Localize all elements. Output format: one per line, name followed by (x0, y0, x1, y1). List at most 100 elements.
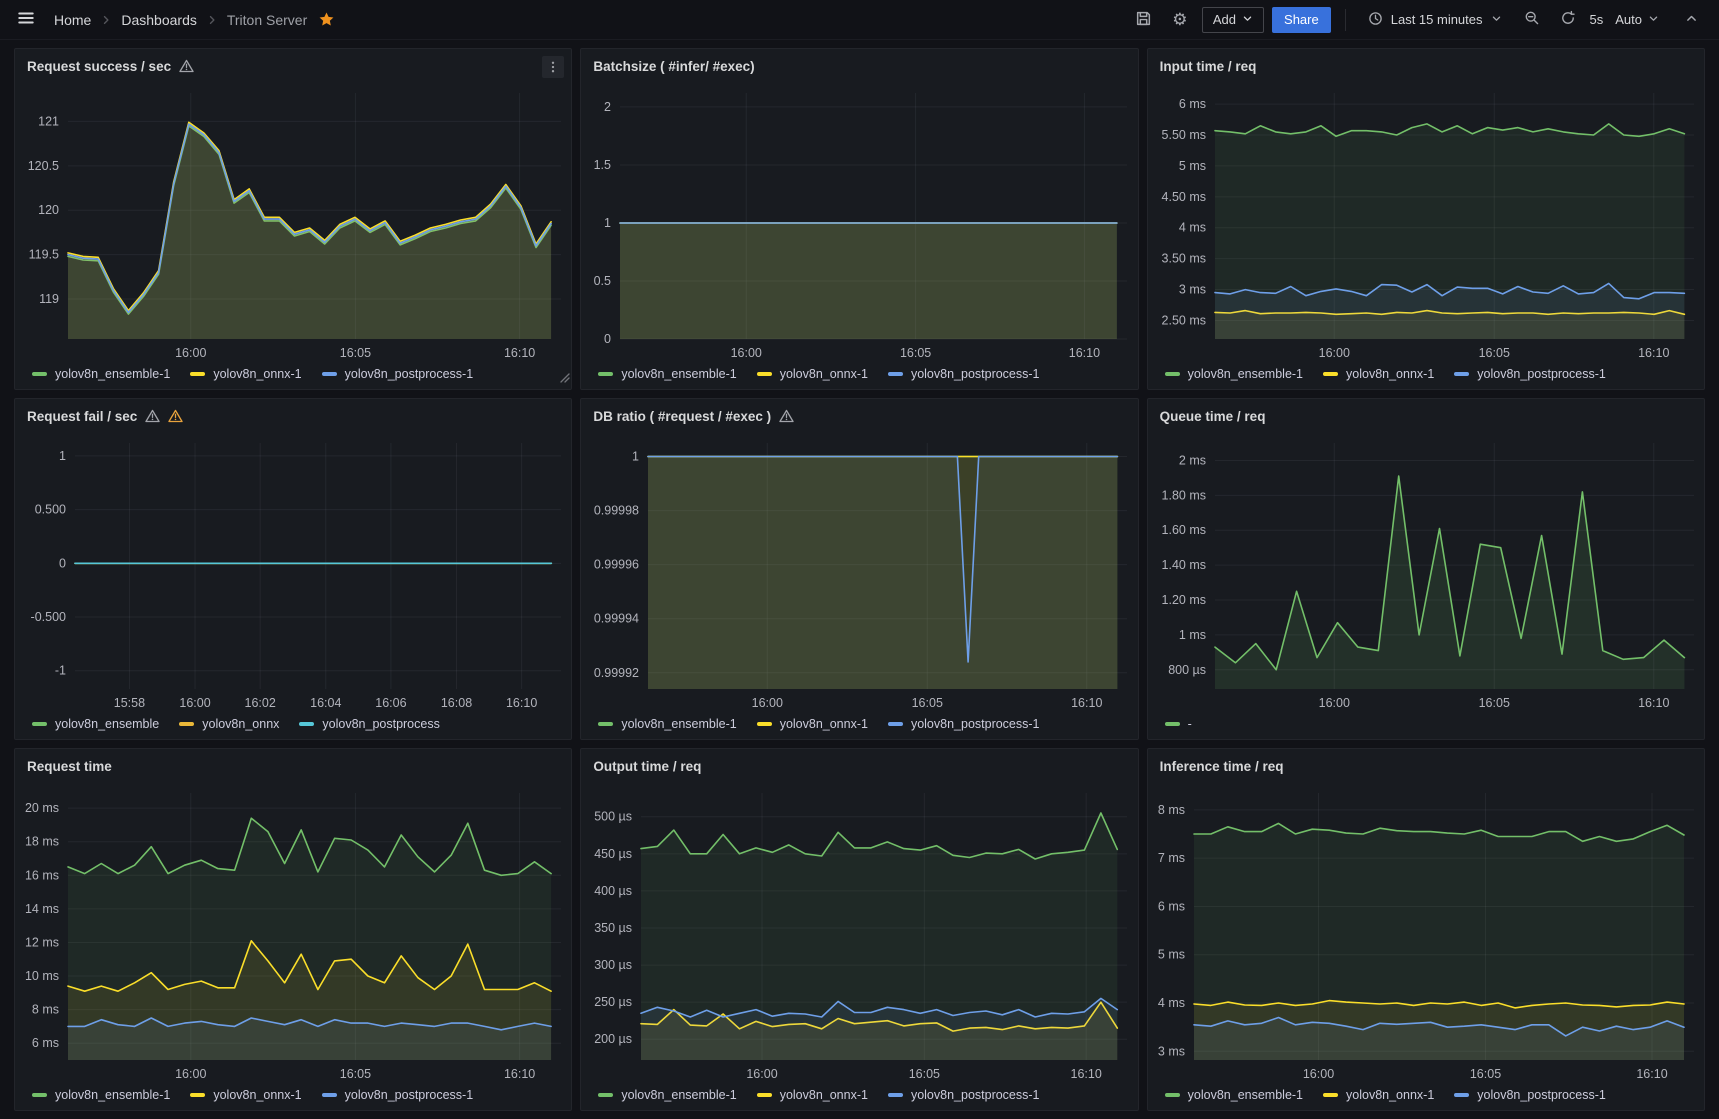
svg-text:1.80 ms: 1.80 ms (1161, 488, 1205, 502)
svg-text:121: 121 (38, 114, 59, 128)
panel-title[interactable]: Batchsize ( #infer/ #exec) (593, 59, 754, 74)
legend-series-label: yolov8n_postprocess-1 (345, 1088, 474, 1102)
collapse-toolbar-button[interactable] (1677, 6, 1705, 34)
svg-text:6 ms: 6 ms (1179, 97, 1206, 111)
svg-text:500 µs: 500 µs (595, 810, 633, 824)
panel-title[interactable]: Inference time / req (1160, 759, 1284, 774)
legend-item[interactable]: yolov8n_ensemble-1 (32, 367, 170, 381)
legend-item[interactable]: yolov8n_postprocess-1 (888, 717, 1040, 731)
chevron-down-icon (1491, 12, 1502, 27)
legend-item[interactable]: yolov8n_ensemble-1 (598, 717, 736, 731)
panel-legend: yolov8n_ensemble yolov8n_onnx yolov8n_post… (15, 715, 571, 739)
legend-item[interactable]: yolov8n_onnx-1 (757, 1088, 868, 1102)
svg-text:10 ms: 10 ms (25, 969, 59, 983)
panel-legend: yolov8n_ensemble-1 yolov8n_onnx-1 yolov8n_… (1148, 365, 1704, 389)
warning-gray-icon[interactable] (179, 59, 194, 73)
legend-item[interactable]: yolov8n_onnx-1 (190, 367, 301, 381)
panel-chart[interactable]: 6 ms5.50 ms5 ms4.50 ms4 ms3.50 ms3 ms2.5… (1148, 83, 1704, 365)
svg-text:16:05: 16:05 (900, 346, 931, 360)
chart-svg[interactable]: 21.510.5016:0016:0516:10 (581, 83, 1137, 365)
svg-text:16:04: 16:04 (310, 696, 341, 710)
legend-item[interactable]: yolov8n_ensemble-1 (1165, 1088, 1303, 1102)
panel-chart[interactable]: 2 ms1.80 ms1.60 ms1.40 ms1.20 ms1 ms800 … (1148, 433, 1704, 715)
legend-item[interactable]: yolov8n_postprocess-1 (322, 1088, 474, 1102)
chart-svg[interactable]: 6 ms5.50 ms5 ms4.50 ms4 ms3.50 ms3 ms2.5… (1148, 83, 1704, 365)
warning-gray-icon[interactable] (145, 409, 160, 423)
chart-svg[interactable]: 20 ms18 ms16 ms14 ms12 ms10 ms8 ms6 ms16… (15, 783, 571, 1086)
save-dashboard-button[interactable] (1130, 6, 1158, 34)
warning-gray-icon[interactable] (779, 409, 794, 423)
legend-item[interactable]: yolov8n_ensemble-1 (32, 1088, 170, 1102)
panel-title[interactable]: Input time / req (1160, 59, 1257, 74)
svg-text:0.99992: 0.99992 (594, 666, 639, 680)
breadcrumb-dashboards[interactable]: Dashboards (121, 12, 197, 28)
svg-text:119: 119 (39, 292, 59, 306)
legend-series-label: yolov8n_postprocess-1 (1477, 1088, 1606, 1102)
panel-chart[interactable]: 121120.5120119.511916:0016:0516:10 (15, 83, 571, 365)
panel-title[interactable]: Request success / sec (27, 59, 171, 74)
legend-item[interactable]: yolov8n_postprocess-1 (1454, 367, 1606, 381)
panel-resize-handle-icon[interactable] (558, 370, 570, 388)
panel-header: Request fail / sec (15, 399, 571, 433)
panel-title[interactable]: Queue time / req (1160, 409, 1266, 424)
svg-text:16:02: 16:02 (245, 696, 276, 710)
legend-item[interactable]: yolov8n_postprocess-1 (888, 367, 1040, 381)
legend-item[interactable]: yolov8n_onnx-1 (1323, 1088, 1434, 1102)
legend-item[interactable]: yolov8n_ensemble-1 (598, 1088, 736, 1102)
panel-menu-kebab-icon[interactable] (542, 56, 564, 78)
chart-svg[interactable]: 10.999980.999960.999940.9999216:0016:051… (581, 433, 1137, 715)
panel-legend: yolov8n_ensemble-1 yolov8n_onnx-1 yolov8n_… (15, 1086, 571, 1110)
chart-svg[interactable]: 2 ms1.80 ms1.60 ms1.40 ms1.20 ms1 ms800 … (1148, 433, 1704, 715)
panel-chart[interactable]: 21.510.5016:0016:0516:10 (581, 83, 1137, 365)
chart-svg[interactable]: 8 ms7 ms6 ms5 ms4 ms3 ms16:0016:0516:10 (1148, 783, 1704, 1086)
legend-item[interactable]: yolov8n_onnx-1 (190, 1088, 301, 1102)
time-range-picker[interactable]: Last 15 minutes (1360, 7, 1510, 33)
legend-item[interactable]: yolov8n_ensemble-1 (598, 367, 736, 381)
svg-text:5.50 ms: 5.50 ms (1161, 128, 1205, 142)
chart-svg[interactable]: 10.5000-0.500-115:5816:0016:0216:0416:06… (15, 433, 571, 715)
legend-item[interactable]: yolov8n_onnx-1 (1323, 367, 1434, 381)
panel-title[interactable]: Output time / req (593, 759, 701, 774)
legend-item[interactable]: yolov8n_onnx-1 (757, 717, 868, 731)
legend-item[interactable]: yolov8n_onnx (179, 717, 279, 731)
legend-series-label: yolov8n_postprocess-1 (911, 1088, 1040, 1102)
legend-item[interactable]: yolov8n_ensemble (32, 717, 159, 731)
panel-title[interactable]: Request time (27, 759, 112, 774)
panel-chart[interactable]: 10.5000-0.500-115:5816:0016:0216:0416:06… (15, 433, 571, 715)
panel-db-ratio: DB ratio ( #request / #exec ) 10.999980.9… (580, 398, 1138, 740)
panel-chart[interactable]: 20 ms18 ms16 ms14 ms12 ms10 ms8 ms6 ms16… (15, 783, 571, 1086)
legend-item[interactable]: yolov8n_ensemble-1 (1165, 367, 1303, 381)
breadcrumb-current-dashboard: Triton Server (227, 12, 307, 28)
legend-item[interactable]: yolov8n_postprocess (299, 717, 439, 731)
legend-item[interactable]: yolov8n_postprocess-1 (888, 1088, 1040, 1102)
favorite-star-icon[interactable] (318, 11, 335, 28)
legend-item[interactable]: - (1165, 717, 1192, 731)
zoom-out-time-button[interactable] (1518, 6, 1546, 34)
dashboard-settings-button[interactable]: ⚙ (1166, 6, 1194, 34)
breadcrumb-home[interactable]: Home (54, 12, 91, 28)
panel-inference-time-req: Inference time / req 8 ms7 ms6 ms5 ms4 ms… (1147, 748, 1705, 1111)
chart-svg[interactable]: 121120.5120119.511916:0016:0516:10 (15, 83, 571, 365)
panel-chart[interactable]: 8 ms7 ms6 ms5 ms4 ms3 ms16:0016:0516:10 (1148, 783, 1704, 1086)
chart-svg[interactable]: 500 µs450 µs400 µs350 µs300 µs250 µs200 … (581, 783, 1137, 1086)
legend-item[interactable]: yolov8n_onnx-1 (757, 367, 868, 381)
panel-chart[interactable]: 500 µs450 µs400 µs350 µs300 µs250 µs200 … (581, 783, 1137, 1086)
menu-toggle-button[interactable] (12, 6, 40, 34)
panel-title[interactable]: Request fail / sec (27, 409, 137, 424)
svg-text:0.5: 0.5 (594, 274, 611, 288)
share-button[interactable]: Share (1272, 7, 1331, 33)
refresh-button[interactable] (1554, 6, 1582, 34)
panel-chart[interactable]: 10.999980.999960.999940.9999216:0016:051… (581, 433, 1137, 715)
svg-text:16:10: 16:10 (1638, 696, 1669, 710)
panel-input-time-req: Input time / req6 ms5.50 ms5 ms4.50 ms4 … (1147, 48, 1705, 390)
add-button-label: Add (1213, 12, 1236, 27)
chevron-down-icon (1648, 12, 1659, 27)
add-button[interactable]: Add (1202, 7, 1264, 33)
panel-header: Batchsize ( #infer/ #exec) (581, 49, 1137, 83)
legend-item[interactable]: yolov8n_postprocess-1 (322, 367, 474, 381)
warning-amber-icon[interactable] (168, 409, 183, 423)
auto-refresh-picker[interactable]: Auto (1611, 7, 1663, 33)
legend-series-dash (32, 372, 47, 376)
panel-title[interactable]: DB ratio ( #request / #exec ) (593, 409, 771, 424)
legend-item[interactable]: yolov8n_postprocess-1 (1454, 1088, 1606, 1102)
